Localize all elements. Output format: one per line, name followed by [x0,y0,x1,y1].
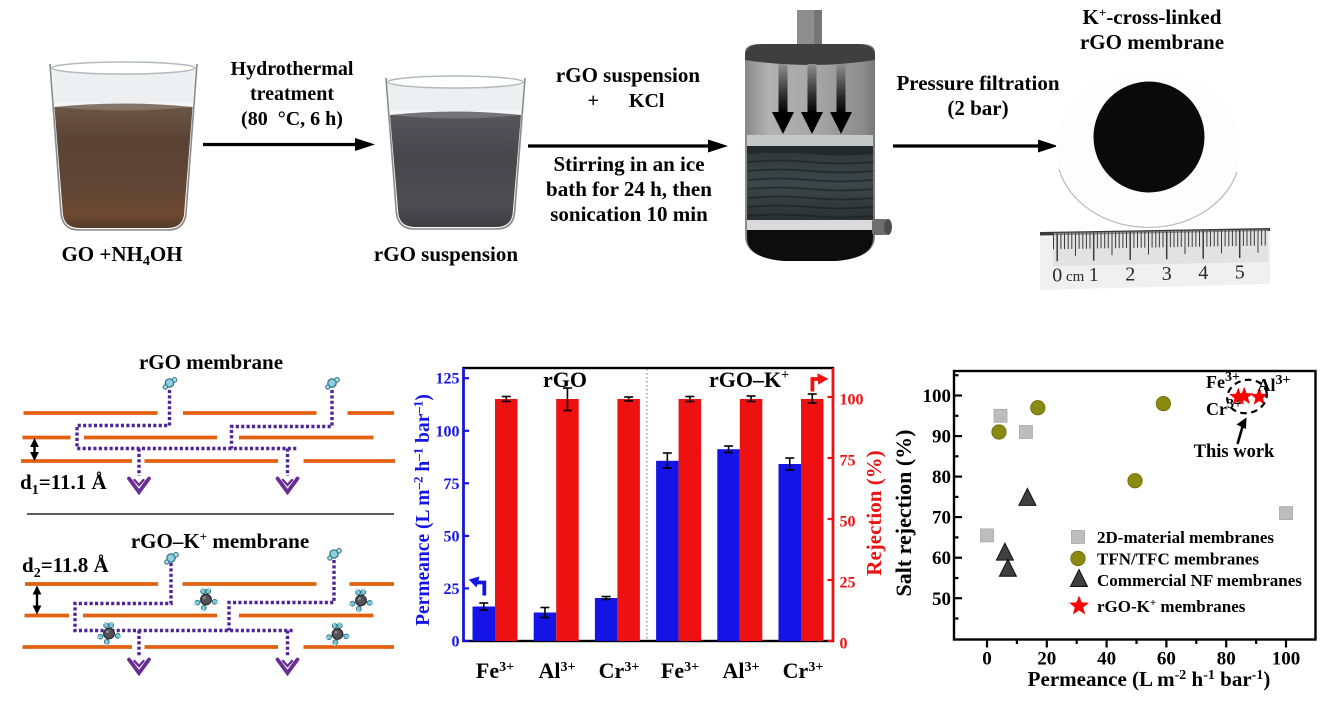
svg-text:rGO-K+ membranes: rGO-K+ membranes [1097,597,1246,616]
svg-text:treatment: treatment [250,83,334,105]
svg-text:cm: cm [1066,269,1085,285]
svg-text:100: 100 [840,392,864,409]
svg-text:GO +NH4OH: GO +NH4OH [61,242,182,269]
svg-text:Commercial NF membranes: Commercial NF membranes [1097,571,1302,590]
svg-text:40: 40 [1097,649,1116,670]
svg-text:rGO suspension: rGO suspension [374,242,518,266]
svg-text:Rejection (%): Rejection (%) [862,450,886,575]
svg-text:Stirring in an ice: Stirring in an ice [553,152,704,176]
svg-text:rGO–K+: rGO–K+ [709,367,789,392]
svg-text:Permeance (L m-2 h-1 bar-1): Permeance (L m-2 h-1 bar-1) [1028,667,1271,691]
svg-text:0: 0 [982,649,992,670]
svg-text:Al3+: Al3+ [539,658,576,683]
svg-text:100: 100 [1272,649,1301,670]
svg-text:125: 125 [436,371,460,388]
svg-text:Salt rejection (%): Salt rejection (%) [891,430,916,597]
svg-text:50: 50 [932,589,951,610]
svg-text:d2=11.8 Å: d2=11.8 Å [22,553,109,581]
svg-text:Al3+: Al3+ [1258,373,1291,395]
svg-text:0: 0 [452,634,460,651]
svg-text:Al3+: Al3+ [723,658,760,683]
svg-text:75: 75 [444,476,460,493]
svg-text:70: 70 [932,508,951,529]
svg-text:50: 50 [840,514,856,531]
svg-text:3: 3 [1162,263,1172,285]
svg-text:Pressure filtration: Pressure filtration [896,71,1059,95]
svg-text:100: 100 [923,386,952,407]
svg-text:1: 1 [1089,264,1099,286]
svg-text:d1=11.1 Å: d1=11.1 Å [20,470,107,498]
svg-text:Cr3+: Cr3+ [1206,397,1242,419]
svg-text:Fe3+: Fe3+ [476,658,514,683]
svg-text:K+-cross-linked: K+-cross-linked [1083,5,1222,29]
svg-text:25: 25 [840,575,856,592]
svg-text:50: 50 [444,528,460,545]
svg-text:Fe3+: Fe3+ [661,658,699,683]
svg-text:Fe3+: Fe3+ [1206,370,1240,392]
svg-text:Permeance (L m–2 h–1 bar–1): Permeance (L m–2 h–1 bar–1) [411,394,435,626]
svg-text:rGO suspension: rGO suspension [556,63,700,87]
svg-text:5: 5 [1235,262,1245,284]
svg-text:80: 80 [1217,649,1236,670]
svg-text:25: 25 [444,581,460,598]
svg-text:2D-material membranes: 2D-material membranes [1097,528,1274,547]
svg-text:(80 °C, 6 h): (80 °C, 6 h) [241,108,343,130]
svg-text:Hydrothermal: Hydrothermal [231,58,354,80]
svg-text:60: 60 [932,548,951,569]
svg-text:Cr3+: Cr3+ [783,658,824,683]
svg-text:Cr3+: Cr3+ [599,658,640,683]
svg-text:100: 100 [436,423,460,440]
svg-text:bath for 24 h, then: bath for 24 h, then [546,177,712,201]
svg-text:80: 80 [932,467,951,488]
svg-text:This work: This work [1194,442,1275,462]
svg-text:2: 2 [1125,263,1135,285]
svg-text:75: 75 [840,453,856,470]
svg-text:20: 20 [1037,649,1056,670]
svg-text:+ KCl: + KCl [588,90,665,112]
svg-text:0: 0 [840,636,848,653]
svg-text:(2 bar): (2 bar) [947,96,1008,120]
svg-text:4: 4 [1198,262,1208,284]
svg-text:60: 60 [1157,649,1176,670]
svg-text:rGO membrane: rGO membrane [1080,30,1224,54]
svg-text:90: 90 [932,427,951,448]
svg-text:0: 0 [1052,265,1062,287]
svg-text:rGO: rGO [543,367,587,392]
svg-text:rGO–K+ membrane: rGO–K+ membrane [131,529,309,553]
svg-text:rGO membrane: rGO membrane [139,350,283,374]
svg-text:sonication 10 min: sonication 10 min [550,202,708,226]
svg-text:TFN/TFC membranes: TFN/TFC membranes [1097,550,1259,569]
